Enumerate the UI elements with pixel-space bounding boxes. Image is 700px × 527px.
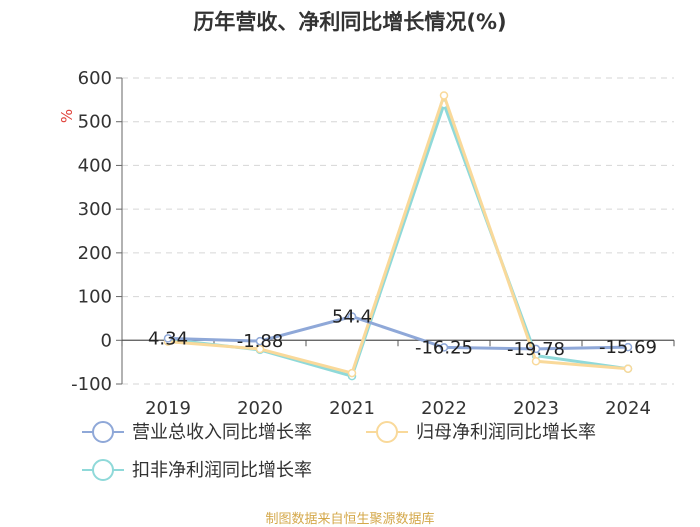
- series-point: [623, 364, 633, 373]
- legend-label: 归母净利润同比增长率: [416, 422, 596, 443]
- series-point: [439, 343, 449, 352]
- series-point: [531, 344, 541, 354]
- x-tick-label: 2023: [513, 398, 559, 419]
- series-point: [347, 312, 357, 321]
- y-tick-label: 200: [78, 243, 112, 264]
- series-point: [255, 344, 265, 354]
- data-label: 4.34: [148, 328, 188, 349]
- y-tick-label: -100: [71, 374, 112, 395]
- legend-item: 归母净利润同比增长率: [366, 421, 596, 443]
- x-tick-label: 2019: [145, 398, 191, 419]
- series-line-1: [167, 315, 629, 351]
- legend-label: 扣非净利润同比增长率: [132, 460, 312, 481]
- legend-label: 营业总收入同比增长率: [132, 422, 312, 443]
- y-tick-label: 500: [78, 112, 112, 133]
- y-tick-label: 600: [78, 68, 112, 89]
- x-tick-label: 2024: [605, 398, 651, 419]
- legend-swatch-marker: [376, 421, 398, 443]
- y-unit-label: %: [58, 109, 76, 123]
- legend-swatch-marker: [92, 421, 114, 443]
- data-label: -16.25: [415, 337, 473, 358]
- series-point: [439, 91, 449, 100]
- x-tick-label: 2021: [329, 398, 375, 419]
- legend-swatch-marker: [92, 459, 114, 481]
- series-line-2: [167, 93, 629, 375]
- series-point: [163, 334, 173, 343]
- chart-title: 历年营收、净利同比增长情况(%): [193, 10, 507, 34]
- y-tick-label: 300: [78, 199, 112, 220]
- series-point: [623, 342, 633, 352]
- data-label: -1.88: [237, 331, 284, 352]
- x-tick-label: 2022: [421, 398, 467, 419]
- series-point: [531, 357, 541, 366]
- x-tick-label: 2020: [237, 398, 283, 419]
- legend-item: 营业总收入同比增长率: [82, 421, 312, 443]
- y-tick-label: 100: [78, 287, 112, 308]
- series-point: [347, 368, 357, 378]
- data-label: -19.78: [507, 339, 565, 360]
- y-tick-label: 400: [78, 155, 112, 176]
- y-tick-label: 0: [101, 330, 112, 351]
- data-label: -15.69: [599, 337, 657, 358]
- data-label: 54.4: [332, 307, 372, 328]
- series-point: [255, 336, 265, 346]
- source-note: 制图数据来自恒生聚源数据库: [265, 512, 435, 527]
- legend-item: 扣非净利润同比增长率: [82, 459, 312, 481]
